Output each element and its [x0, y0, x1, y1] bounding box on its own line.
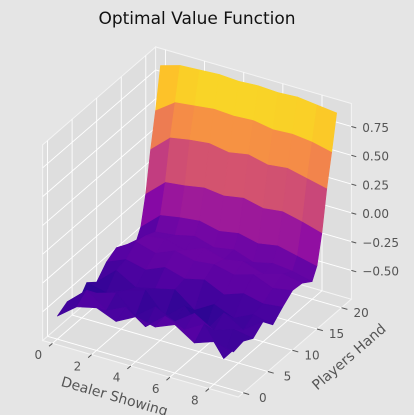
y-tick-label: 0	[259, 391, 267, 405]
grid-line	[42, 184, 156, 284]
tick-mark	[351, 183, 357, 186]
z-tick-label: 0.25	[362, 178, 389, 192]
z-tick-label: 0.75	[362, 121, 389, 135]
tick-mark	[126, 365, 132, 370]
x-tick-label: 6	[152, 382, 160, 396]
tick-mark	[205, 388, 210, 392]
tick-mark	[341, 307, 348, 310]
tick-mark	[166, 376, 171, 381]
grid-line	[42, 98, 156, 197]
surface-cell	[213, 340, 244, 359]
tick-mark	[48, 342, 53, 347]
tick-mark	[351, 126, 357, 129]
z-tick-label: 0.00	[362, 207, 389, 221]
x-tick-label: 8	[191, 393, 199, 407]
x-tick-label: 4	[113, 371, 121, 385]
tick-mark	[351, 269, 357, 273]
z-tick-label: −0.50	[362, 265, 399, 279]
grid-line	[71, 314, 268, 372]
surface-cell	[311, 104, 337, 153]
y-tick-label: 15	[329, 327, 344, 341]
tick-mark	[243, 392, 250, 395]
grid-line	[42, 155, 156, 255]
grid-line	[208, 290, 323, 389]
grid-line	[42, 69, 156, 169]
tick-mark	[292, 349, 299, 353]
z-tick-label: 0.50	[362, 150, 389, 164]
y-tick-label: 10	[304, 348, 319, 362]
x-tick-label: 0	[34, 348, 42, 362]
x-tick-label: 2	[74, 359, 82, 373]
tick-mark	[351, 212, 357, 215]
tick-mark	[267, 371, 274, 374]
tick-mark	[316, 328, 323, 332]
grid-line	[42, 127, 156, 226]
tick-mark	[351, 241, 357, 244]
chart-title: Optimal Value Function	[98, 9, 295, 29]
grid-line	[42, 213, 156, 313]
y-tick-label: 5	[284, 370, 292, 384]
grid-line	[47, 335, 244, 394]
z-tick-label: −0.25	[362, 236, 399, 250]
tick-mark	[87, 354, 92, 358]
tick-mark	[351, 154, 357, 158]
y-tick-label: 20	[353, 306, 368, 320]
